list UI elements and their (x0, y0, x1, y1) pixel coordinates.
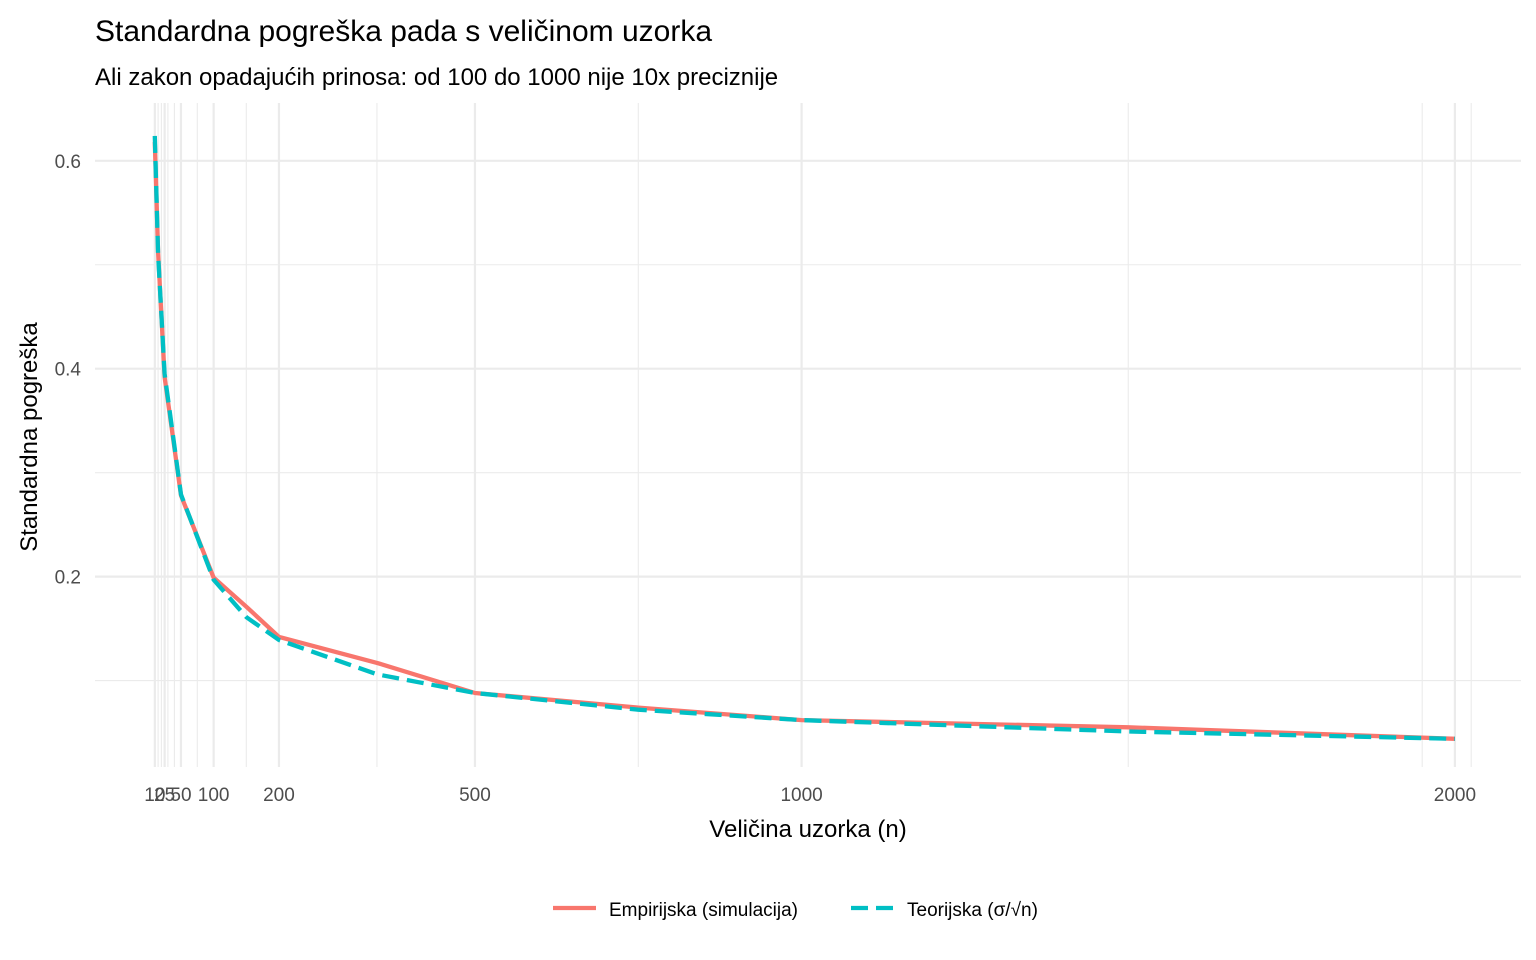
series-layer (152, 135, 1455, 741)
series-line-1 (152, 142, 1455, 741)
x-tick-label: 100 (198, 785, 230, 806)
x-tick-label: 1000 (780, 785, 822, 806)
y-tick-labels: 0.2 0.4 0.6 (55, 152, 82, 589)
x-tick-label: 200 (263, 785, 295, 806)
x-tick-label: 500 (459, 785, 491, 806)
x-tick-label: 10 (144, 785, 165, 806)
y-axis-title: Standardna pogreška (16, 322, 43, 552)
legend-label-1: Empirijska (simulacija) (609, 900, 798, 921)
x-tick-label: 25 (154, 785, 175, 806)
y-tick-label: 0.6 (55, 152, 81, 173)
series-line-2 (152, 135, 1455, 741)
minor-gridlines (95, 103, 1521, 767)
y-tick-label: 0.4 (55, 360, 82, 381)
major-gridlines (95, 103, 1521, 767)
x-tick-label: 2000 (1434, 785, 1476, 806)
chart-title: Standardna pogreška pada s veličinom uzo… (95, 15, 712, 48)
y-tick-label: 0.2 (55, 568, 81, 589)
x-axis-title: Veličina uzorka (n) (709, 816, 906, 843)
chart-subtitle: Ali zakon opadajućih prinosa: od 100 do … (95, 64, 778, 91)
legend: Empirijska (simulacija) Teorijska (σ/√n) (553, 900, 1038, 921)
x-tick-label: 50 (170, 785, 191, 806)
legend-label-2: Teorijska (σ/√n) (907, 900, 1038, 921)
